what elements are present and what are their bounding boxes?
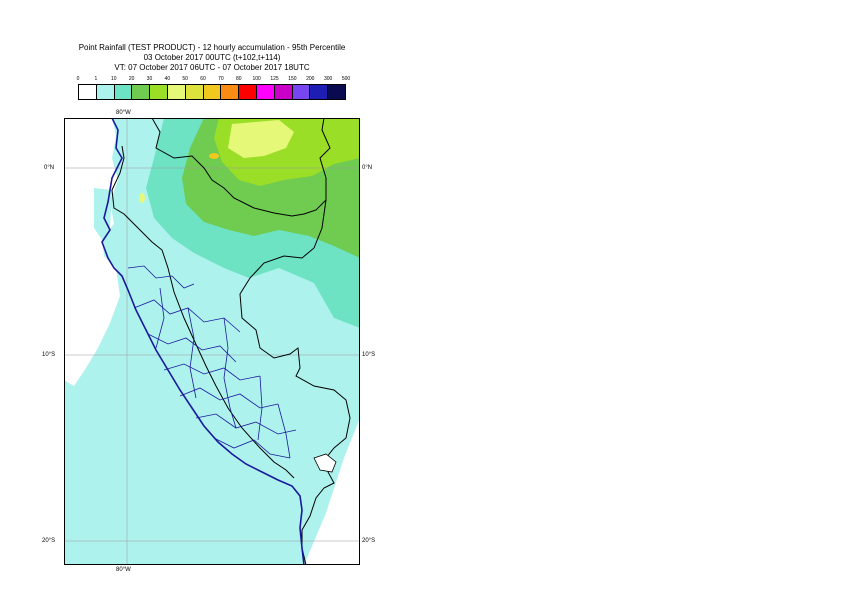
lat-label-0-right: 0°N	[362, 165, 373, 171]
legend-swatch-4	[150, 85, 168, 99]
lat-label-0-left: 0°N	[44, 165, 55, 171]
rain-field-orange	[209, 153, 219, 159]
legend-swatch-7	[203, 85, 222, 99]
rain-field-yellow-speck	[139, 193, 145, 203]
legend-swatch-6	[185, 85, 204, 99]
legend-swatch-0	[79, 85, 97, 99]
legend-label-70: 70	[218, 76, 224, 82]
color-legend	[78, 84, 346, 100]
title-line-1: Point Rainfall (TEST PRODUCT) - 12 hourl…	[78, 43, 346, 52]
legend-label-150: 150	[288, 76, 297, 82]
legend-label-10: 10	[110, 76, 117, 82]
coastline	[101, 118, 305, 565]
rainfall-map	[64, 118, 360, 565]
graticule	[64, 118, 360, 565]
title-line-3: VT: 07 October 2017 06UTC - 07 October 2…	[114, 63, 310, 72]
legend-label-1: 1	[94, 76, 98, 82]
title-line-2: 03 October 2017 00UTC (t+102,t+114)	[143, 53, 281, 62]
lat-label-20-right: 20°S	[362, 538, 376, 544]
legend-swatch-1	[96, 85, 115, 99]
rain-field-yellow	[228, 120, 294, 158]
legend-label-100: 100	[252, 76, 261, 82]
legend-swatch-2	[114, 85, 133, 99]
legend-swatch-8	[221, 85, 240, 99]
legend-swatch-13	[310, 85, 329, 99]
legend-swatch-3	[132, 85, 151, 99]
legend-label-0: 0	[76, 76, 80, 82]
legend-swatch-10	[256, 85, 275, 99]
lat-label-10-right: 10°S	[362, 352, 376, 358]
legend-label-50: 50	[182, 76, 188, 82]
legend-label-200: 200	[306, 76, 315, 82]
legend-swatch-12	[292, 85, 311, 99]
legend-label-30: 30	[146, 76, 153, 82]
province-borders	[127, 265, 297, 459]
country-borders	[111, 118, 360, 565]
legend-threshold-labels: 0 1 10 20 30 40 50 60 70 80 100 125 150 200 300 500	[76, 76, 351, 84]
legend-label-125: 125	[270, 76, 279, 82]
legend-swatch-5	[167, 85, 186, 99]
legend-label-60: 60	[200, 76, 206, 82]
rain-field-light-strip	[64, 380, 174, 565]
legend-swatch-14	[328, 85, 345, 99]
legend-label-300: 300	[323, 76, 333, 82]
lake	[313, 453, 337, 473]
lat-label-20-left: 20°S	[42, 538, 56, 544]
lat-label-10-left: 10°S	[42, 352, 56, 358]
legend-swatch-9	[239, 85, 257, 99]
map-frame	[64, 118, 360, 565]
legend-label-500: 500	[341, 76, 351, 82]
legend-label-40: 40	[164, 76, 171, 82]
legend-label-80: 80	[236, 76, 242, 82]
lon-label-bottom: 80°W	[116, 567, 131, 573]
legend-label-20: 20	[128, 76, 135, 82]
legend-swatch-11	[274, 85, 293, 99]
lon-label-top: 80°W	[116, 110, 131, 116]
